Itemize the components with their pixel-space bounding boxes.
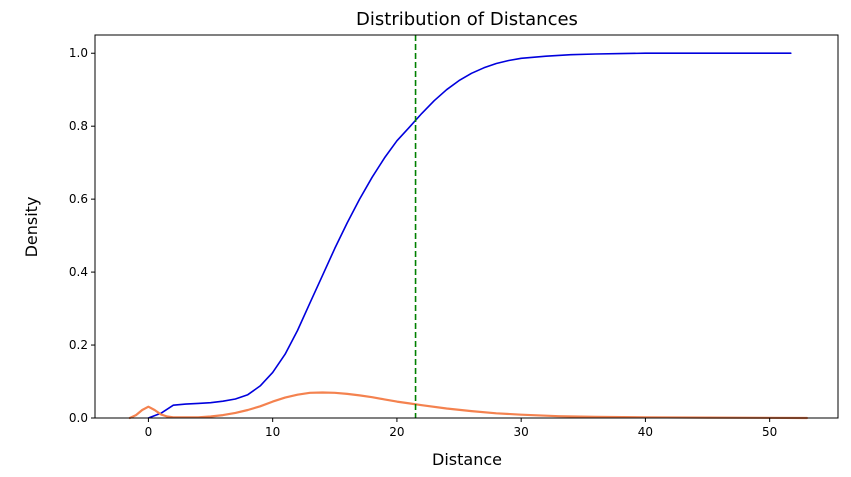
plot-frame [94, 34, 839, 419]
chart-title: Distribution of Distances [356, 9, 578, 30]
y-tick-label: 0.0 [69, 411, 88, 425]
y-axis: 0.0 0.2 0.4 0.6 0.8 1.0 [69, 46, 95, 425]
x-axis: 0 10 20 30 40 50 [145, 418, 777, 439]
x-tick-label: 50 [762, 425, 777, 439]
x-tick-label: 0 [145, 425, 153, 439]
y-tick-label: 0.2 [69, 338, 88, 352]
series-line-0 [147, 52, 792, 419]
plot-area [128, 35, 809, 420]
x-tick-label: 20 [389, 425, 404, 439]
y-tick-label: 0.6 [69, 192, 88, 206]
y-tick-label: 0.4 [69, 265, 88, 279]
y-tick-label: 1.0 [69, 46, 88, 60]
x-tick-label: 10 [265, 425, 280, 439]
y-axis-label: Density [22, 197, 41, 258]
series-line-1 [128, 391, 809, 420]
x-tick-label: 30 [514, 425, 529, 439]
y-tick-label: 0.8 [69, 119, 88, 133]
x-tick-label: 40 [638, 425, 653, 439]
x-axis-label: Distance [432, 450, 502, 469]
